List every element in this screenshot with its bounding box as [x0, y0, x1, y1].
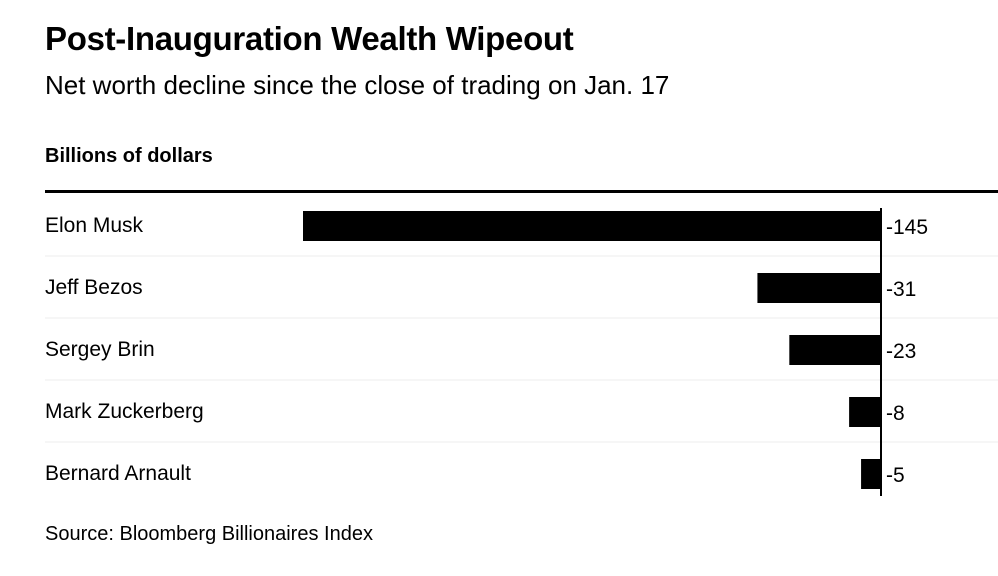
value-label: -145	[886, 216, 928, 239]
category-label: Elon Musk	[45, 214, 144, 237]
value-label: -8	[886, 402, 905, 425]
value-label: -23	[886, 340, 916, 363]
category-label: Bernard Arnault	[45, 462, 191, 485]
chart-title: Post-Inauguration Wealth Wipeout	[45, 20, 574, 57]
bar	[303, 211, 881, 241]
chart-subtitle: Net worth decline since the close of tra…	[45, 70, 670, 100]
units-label: Billions of dollars	[45, 145, 213, 167]
category-label: Sergey Brin	[45, 338, 155, 361]
bar	[757, 273, 881, 303]
value-label: -31	[886, 278, 916, 301]
bar	[861, 459, 881, 489]
category-label: Mark Zuckerberg	[45, 400, 204, 423]
bar	[789, 335, 881, 365]
category-label: Jeff Bezos	[45, 276, 143, 299]
value-label: -5	[886, 464, 905, 487]
bar	[849, 397, 881, 427]
source-note: Source: Bloomberg Billionaires Index	[45, 523, 373, 545]
header-rule	[45, 190, 998, 193]
